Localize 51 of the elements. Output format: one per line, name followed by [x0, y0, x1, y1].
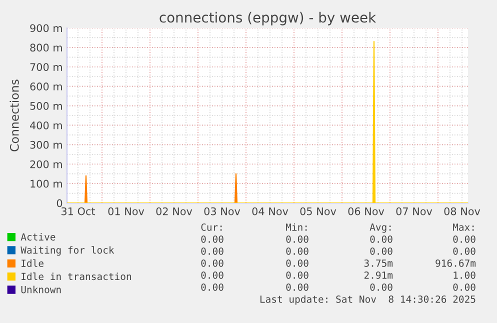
text: 0.00 — [286, 247, 308, 255]
text: 0.00 — [286, 235, 308, 243]
text: 0.00 — [201, 283, 224, 291]
x-tick-label: 08 Nov — [444, 207, 480, 216]
text: 0.00 — [286, 259, 308, 267]
text: 0.00 — [201, 235, 224, 243]
y-tick-label: 900 m — [30, 24, 62, 32]
legend-label: Waiting for lock — [20, 246, 114, 256]
x-tick-label: 05 Nov — [300, 207, 336, 216]
text: 0.00 — [370, 247, 392, 255]
x-tick-label: 06 Nov — [348, 207, 384, 216]
y-tick-label: 800 m — [30, 44, 62, 52]
text: 0.00 — [286, 283, 308, 291]
y-tick-label: 600 m — [30, 82, 62, 90]
text: 0.00 — [453, 247, 476, 255]
x-tick-label: 01 Nov — [108, 207, 144, 216]
x-tick-label: 02 Nov — [156, 207, 192, 216]
text: 916.67m — [436, 259, 476, 267]
legend-label: Idle in transaction — [22, 272, 131, 280]
text: 0.00 — [370, 283, 392, 291]
x-tick-label: 03 Nov — [204, 207, 240, 216]
text: Cur: — [201, 223, 222, 231]
text: 0.00 — [370, 235, 392, 243]
y-axis-title: Connections — [10, 80, 19, 152]
y-tick-label: 100 m — [30, 180, 62, 188]
legend-label: Unknown — [21, 286, 61, 294]
text: Avg: — [370, 224, 391, 233]
text: 0.00 — [286, 271, 308, 279]
text: 0.00 — [201, 271, 224, 279]
y-tick-label: 0 — [56, 199, 62, 208]
text: 0.00 — [453, 235, 476, 243]
text: Min: — [286, 223, 307, 231]
y-tick-label: 400 m — [30, 121, 62, 130]
x-tick-label: 07 Nov — [396, 207, 432, 216]
y-tick-label: 500 m — [30, 102, 62, 110]
text: 1.00 — [454, 271, 476, 279]
legend-label: Active — [20, 233, 56, 241]
y-tick-label: 200 m — [30, 160, 62, 168]
text: 0.00 — [453, 283, 476, 291]
y-tick-label: 700 m — [30, 63, 62, 71]
text: 0.00 — [201, 259, 224, 267]
chart-title: connections (eppgw) - by week — [160, 12, 376, 26]
y-tick-label: 300 m — [30, 140, 62, 149]
text: 0.00 — [201, 247, 224, 255]
text: 3.75m — [364, 259, 393, 267]
text: Max: — [452, 224, 474, 231]
text: Last update: Sat Nov 8 14:30:26 2025 — [260, 295, 476, 305]
text: 2.91m — [364, 271, 393, 279]
x-tick-label: 04 Nov — [252, 207, 288, 216]
legend-label: Idle — [22, 259, 44, 267]
x-tick-label: 31 Oct — [62, 207, 96, 216]
